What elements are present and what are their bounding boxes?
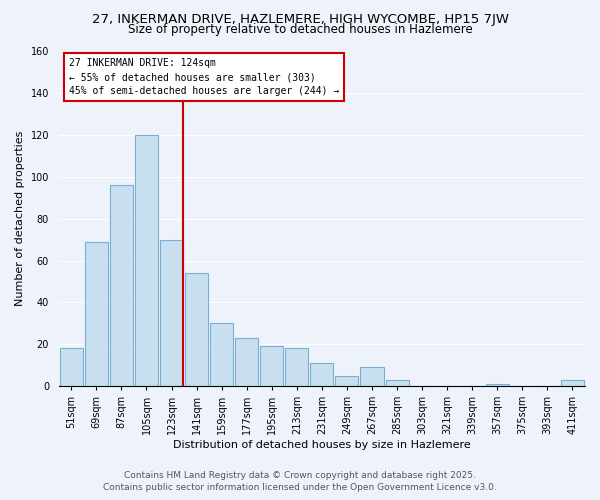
- Bar: [110, 186, 133, 386]
- Bar: [561, 380, 584, 386]
- Bar: [335, 376, 358, 386]
- Bar: [386, 380, 409, 386]
- Bar: [486, 384, 509, 386]
- Bar: [135, 135, 158, 386]
- Text: Contains HM Land Registry data © Crown copyright and database right 2025.
Contai: Contains HM Land Registry data © Crown c…: [103, 471, 497, 492]
- Bar: [310, 363, 334, 386]
- X-axis label: Distribution of detached houses by size in Hazlemere: Distribution of detached houses by size …: [173, 440, 471, 450]
- Bar: [235, 338, 258, 386]
- Bar: [60, 348, 83, 386]
- Text: Size of property relative to detached houses in Hazlemere: Size of property relative to detached ho…: [128, 22, 472, 36]
- Bar: [286, 348, 308, 386]
- Bar: [260, 346, 283, 386]
- Bar: [160, 240, 183, 386]
- Text: 27, INKERMAN DRIVE, HAZLEMERE, HIGH WYCOMBE, HP15 7JW: 27, INKERMAN DRIVE, HAZLEMERE, HIGH WYCO…: [91, 12, 509, 26]
- Y-axis label: Number of detached properties: Number of detached properties: [15, 131, 25, 306]
- Bar: [210, 324, 233, 386]
- Bar: [185, 273, 208, 386]
- Text: 27 INKERMAN DRIVE: 124sqm
← 55% of detached houses are smaller (303)
45% of semi: 27 INKERMAN DRIVE: 124sqm ← 55% of detac…: [70, 58, 340, 96]
- Bar: [361, 367, 383, 386]
- Bar: [85, 242, 108, 386]
